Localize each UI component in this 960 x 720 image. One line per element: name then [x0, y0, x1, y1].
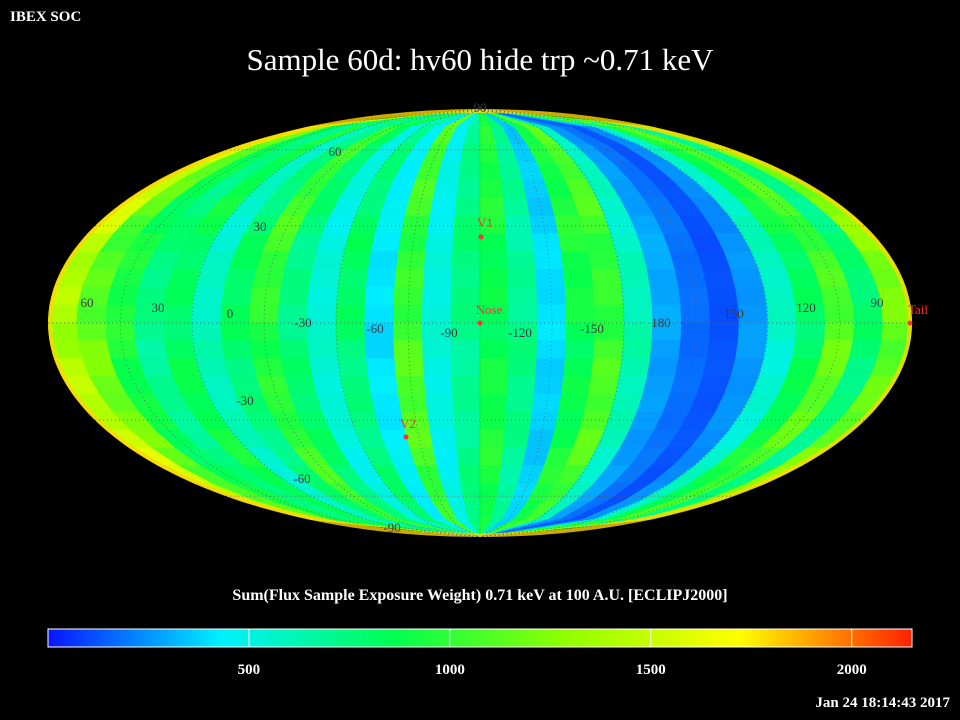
marker-dot [477, 320, 483, 326]
lon-label: 0 [227, 306, 234, 321]
colorbar-tick-label: 2000 [837, 662, 867, 678]
lon-label: 150 [724, 306, 744, 321]
lon-label: 120 [796, 300, 816, 315]
lat-label: -60 [293, 471, 310, 486]
timestamp: Jan 24 18:14:43 2017 [815, 695, 950, 711]
map-title: Sample 60d: hv60 hide trp ~0.71 keV [246, 42, 714, 77]
marker-label: Tail [908, 302, 928, 317]
lon-label: -120 [508, 325, 532, 340]
lon-label: 90 [871, 295, 884, 310]
lon-label: -30 [294, 315, 311, 330]
marker-label: Nose [476, 302, 503, 317]
colorbar-tick-label: 1000 [435, 662, 465, 678]
meridian-line [479, 108, 697, 538]
marker-dot [478, 234, 484, 240]
lat-label: -30 [236, 393, 253, 408]
graticule [48, 108, 912, 538]
meridian-line [479, 108, 769, 538]
lat-label: 90 [474, 100, 487, 115]
marker-label: V2 [400, 416, 416, 431]
meridian-line [263, 108, 481, 538]
map-pixel [881, 304, 912, 324]
lat-label: 60 [329, 144, 342, 159]
map-field [48, 109, 912, 537]
marker-dot [403, 434, 409, 440]
lat-label: -90 [383, 520, 400, 535]
marker-label: V1 [477, 215, 493, 230]
lon-label: -60 [366, 321, 383, 336]
colorbar-title: Sum(Flux Sample Exposure Weight) 0.71 ke… [232, 587, 728, 604]
lon-label: -150 [580, 321, 604, 336]
colorbar-gradient [47, 628, 913, 648]
lon-label: 30 [152, 300, 165, 315]
marker-dot [907, 320, 913, 326]
colorbar-tick-label: 1500 [636, 662, 666, 678]
lon-label: -90 [440, 325, 457, 340]
meridian-line [335, 108, 481, 538]
lon-label: 60 [81, 295, 94, 310]
colorbar-tick-label: 500 [238, 662, 261, 678]
lat-label: 30 [254, 219, 267, 234]
meridian-line [479, 108, 625, 538]
org-label: IBEX SOC [10, 9, 82, 25]
lon-label: 180 [651, 315, 671, 330]
meridian-line [191, 108, 481, 538]
